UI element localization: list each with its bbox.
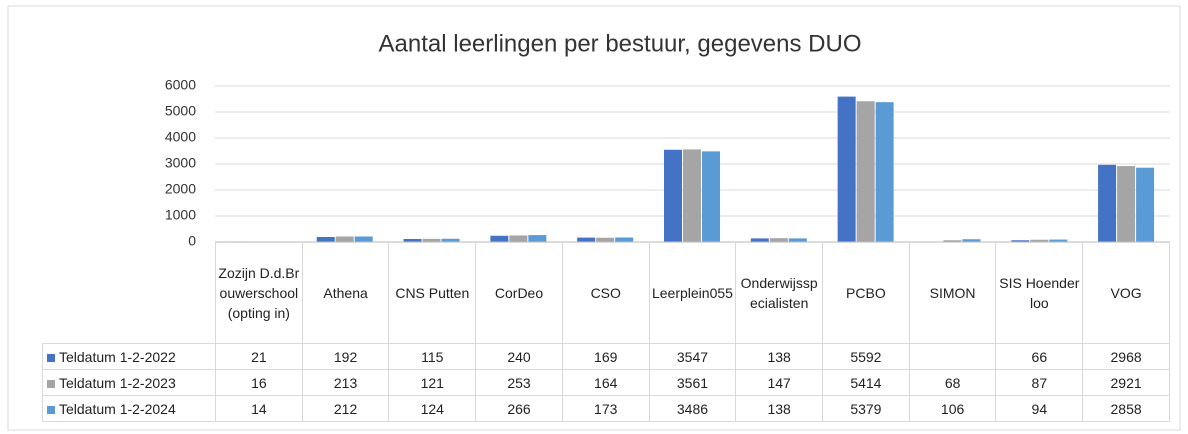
table-value: 68 — [908, 369, 997, 396]
legend-swatch — [47, 405, 55, 414]
table-value: 5379 — [822, 395, 910, 422]
table-value: 240 — [475, 343, 563, 370]
x-tick-label: Zozijn D.d.Brouwerschool(opting in) — [215, 242, 303, 344]
bar — [1011, 240, 1030, 242]
bar — [856, 101, 875, 243]
bar — [1136, 167, 1155, 242]
x-tick-label: CorDeo — [475, 242, 563, 344]
legend-label: Teldatum 1-2-2024 — [59, 400, 176, 417]
table-value: 3547 — [648, 343, 737, 370]
table-value: 14 — [215, 395, 303, 422]
table-value: 192 — [301, 343, 390, 370]
table-value: 21 — [215, 343, 303, 370]
legend-swatch — [47, 353, 55, 362]
x-tick-label: Athena — [301, 242, 390, 344]
bar — [875, 102, 894, 243]
table-row: Teldatum 1-2-2023 16 213 121 253 164 3561 147 54… — [42, 369, 1170, 396]
y-tick-label: 3000 — [165, 155, 196, 171]
bar — [683, 149, 701, 242]
table-value: 2921 — [1082, 369, 1170, 396]
table-value: 164 — [561, 369, 650, 396]
bar — [490, 235, 509, 242]
y-tick-label: 6000 — [165, 77, 196, 93]
x-tick-label: CSO — [561, 242, 650, 344]
bar — [1049, 239, 1068, 242]
x-tick-label: SIMON — [908, 242, 997, 344]
table-value: 87 — [995, 369, 1084, 396]
x-tick-label: Onderwijsspecialisten — [735, 242, 824, 344]
y-tick-label: 1000 — [165, 207, 196, 223]
x-tick-label: SIS Hoenderloo — [995, 242, 1084, 344]
x-tick-label: VOG — [1082, 242, 1170, 344]
bar — [702, 151, 720, 242]
legend-entry: Teldatum 1-2-2023 — [42, 369, 216, 396]
table-value: 213 — [301, 369, 390, 396]
table-value: 124 — [388, 395, 477, 422]
table-value: 121 — [388, 369, 477, 396]
table-value: 5592 — [822, 343, 910, 370]
bar — [577, 237, 596, 242]
table-value: 115 — [388, 343, 477, 370]
bar — [316, 237, 335, 242]
table-value: 169 — [561, 343, 650, 370]
table-value: 3486 — [648, 395, 737, 422]
bar — [403, 239, 422, 242]
table-value: 138 — [735, 395, 824, 422]
y-tick-label: 5000 — [165, 103, 196, 119]
bar — [750, 238, 769, 242]
y-tick-label: 2000 — [165, 181, 196, 197]
y-tick-label: 0 — [188, 233, 196, 249]
legend-label: Teldatum 1-2-2022 — [59, 348, 176, 365]
x-tick-label: Leerplein055 — [648, 242, 737, 344]
table-value: 2858 — [1082, 395, 1170, 422]
bar — [1117, 166, 1136, 242]
table-value: 16 — [215, 369, 303, 396]
table-row: Teldatum 1-2-2024 14 212 124 266 173 3486 138 53… — [42, 395, 1170, 422]
bar — [769, 238, 788, 242]
table-value: 66 — [995, 343, 1084, 370]
table-value — [908, 343, 997, 370]
data-table: Zozijn D.d.Brouwerschool(opting in) Athen… — [42, 242, 1170, 422]
x-tick-label: CNS Putten — [388, 242, 477, 344]
table-row: Teldatum 1-2-2022 21 192 115 240 169 3547 138 55… — [42, 343, 1170, 370]
table-value: 253 — [475, 369, 563, 396]
legend-entry: Teldatum 1-2-2024 — [42, 395, 216, 422]
table-value: 5414 — [822, 369, 910, 396]
bar — [943, 240, 962, 242]
table-value: 212 — [301, 395, 390, 422]
bar — [528, 235, 547, 242]
table-value: 173 — [561, 395, 650, 422]
x-tick-label: PCBO — [822, 242, 910, 344]
table-value: 94 — [995, 395, 1084, 422]
legend-entry: Teldatum 1-2-2022 — [42, 343, 216, 370]
y-tick-label: 4000 — [165, 129, 196, 145]
table-value: 138 — [735, 343, 824, 370]
bar — [788, 238, 807, 242]
table-value: 2968 — [1082, 343, 1170, 370]
table-value: 147 — [735, 369, 824, 396]
bar — [596, 237, 615, 242]
chart-title: Aantal leerlingen per bestuur, gegevens … — [379, 30, 862, 57]
table-value: 106 — [908, 395, 997, 422]
bar — [615, 237, 634, 242]
bar — [354, 236, 373, 242]
bar — [441, 238, 460, 242]
bar — [1098, 164, 1117, 242]
legend-label: Teldatum 1-2-2023 — [59, 374, 176, 391]
bar — [962, 239, 981, 242]
legend-swatch — [47, 379, 55, 388]
bar — [509, 235, 528, 242]
bar — [335, 236, 354, 242]
bar — [664, 149, 682, 242]
chart-border — [7, 5, 1181, 431]
table-value: 3561 — [648, 369, 737, 396]
bar — [1030, 239, 1049, 242]
table-value: 266 — [475, 395, 563, 422]
bar — [422, 238, 441, 242]
bar — [837, 96, 856, 242]
corner — [42, 242, 216, 344]
